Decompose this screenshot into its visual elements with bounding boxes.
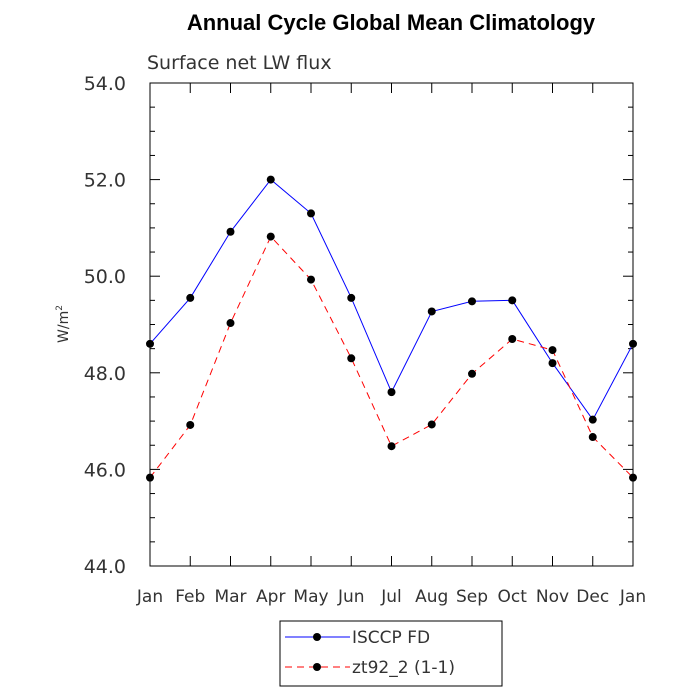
x-tick-label: Jan [136, 587, 163, 607]
chart-subtitle: Surface net LW flux [147, 52, 332, 74]
data-point-zt92 [629, 473, 637, 482]
x-tick-label: May [293, 587, 328, 607]
x-tick-label: Feb [175, 587, 205, 607]
data-point-isccp [629, 339, 637, 348]
data-point-zt92 [146, 473, 154, 482]
series-lines [149, 178, 634, 478]
y-axis-label: W/m2 [55, 305, 72, 343]
data-point-isccp [307, 209, 315, 218]
y-axis-label-sup: 2 [55, 305, 65, 311]
data-point-zt92 [347, 354, 356, 363]
x-tick-label: Jun [337, 587, 365, 607]
data-point-zt92 [508, 334, 517, 343]
x-tick-label: Oct [498, 587, 528, 607]
data-point-zt92 [588, 433, 597, 442]
y-tick-label: 44.0 [84, 556, 126, 578]
chart-title: Annual Cycle Global Mean Climatology [186, 10, 596, 35]
x-tick-label: Jan [619, 587, 646, 607]
legend-box [279, 620, 503, 687]
y-tick-labels: 44.0 46.0 48.0 50.0 52.0 54.0 [84, 73, 126, 578]
legend-marker-isccp [313, 633, 321, 641]
data-point-zt92 [307, 275, 315, 284]
y-tick-label: 52.0 [84, 170, 126, 192]
data-point-zt92 [387, 442, 396, 451]
y-tick-label: 50.0 [84, 266, 126, 288]
x-tick-label: Apr [256, 587, 285, 607]
data-point-zt92 [548, 346, 557, 355]
y-axis-label-base: W/m [56, 311, 72, 343]
x-tick-label: Sep [456, 587, 488, 607]
axis-ticks [149, 82, 634, 567]
data-point-isccp [186, 293, 195, 302]
x-tick-label: Dec [576, 587, 609, 607]
legend: ISCCP FD zt92_2 (1-1) [279, 620, 503, 687]
data-point-zt92 [226, 319, 235, 328]
series-line-isccp [149, 178, 634, 421]
data-point-isccp [508, 296, 517, 305]
legend-label-zt92: zt92_2 (1-1) [352, 658, 455, 678]
y-tick-label: 54.0 [84, 73, 126, 95]
data-point-isccp [588, 415, 597, 424]
legend-marker-zt92 [313, 663, 321, 671]
data-point-isccp [548, 359, 557, 368]
data-point-zt92 [186, 420, 195, 429]
data-point-isccp [226, 227, 235, 236]
data-point-isccp [146, 339, 154, 348]
data-point-zt92 [266, 232, 275, 241]
x-tick-label: Aug [415, 587, 448, 607]
legend-label-isccp: ISCCP FD [352, 628, 430, 648]
data-point-isccp [427, 307, 436, 316]
x-tick-label: Nov [536, 587, 569, 607]
series-line-zt92 [149, 235, 634, 478]
data-point-isccp [468, 297, 476, 306]
data-point-zt92 [468, 369, 476, 378]
y-tick-label: 46.0 [84, 459, 126, 481]
data-point-zt92 [427, 420, 436, 429]
data-point-isccp [387, 388, 396, 397]
y-tick-label: 48.0 [84, 363, 126, 385]
x-tick-label: Mar [214, 587, 246, 607]
x-tick-label: Jul [380, 587, 402, 607]
data-point-isccp [266, 175, 275, 184]
plot-frame [149, 82, 634, 567]
x-tick-labels: Jan Feb Mar Apr May Jun Jul Aug Sep Oct Nov Dec Jan [136, 587, 646, 607]
series-markers [146, 175, 637, 482]
data-point-isccp [347, 293, 356, 302]
